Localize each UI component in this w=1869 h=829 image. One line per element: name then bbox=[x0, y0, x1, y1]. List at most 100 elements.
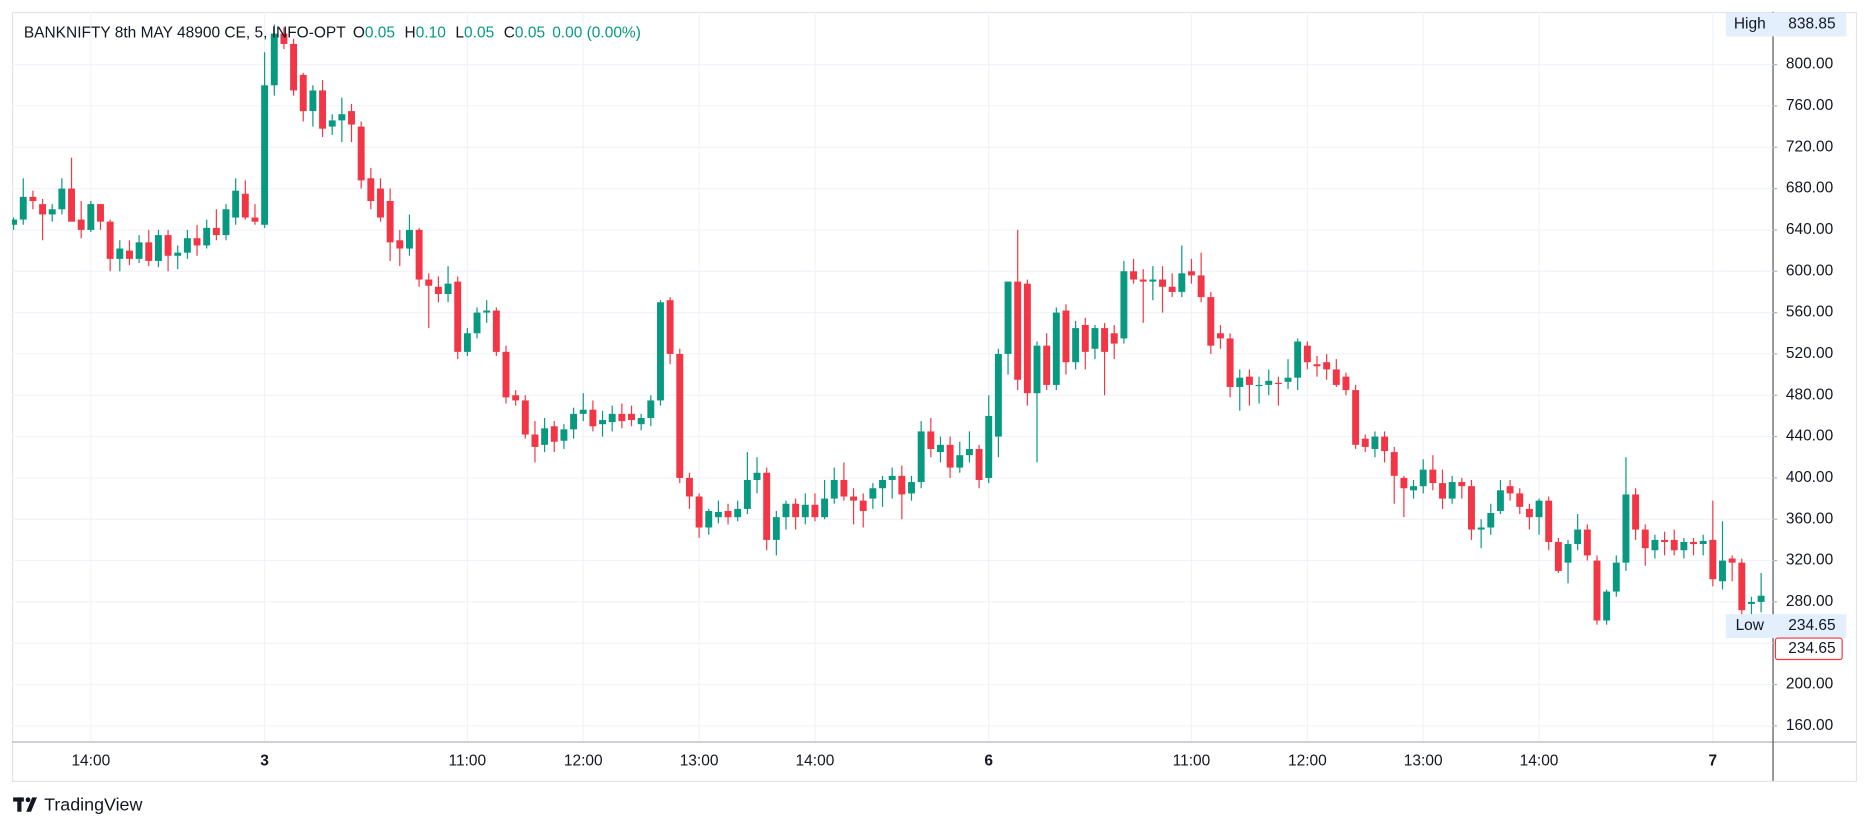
candle-body bbox=[11, 219, 18, 225]
candle-body bbox=[241, 193, 249, 218]
logo-part bbox=[26, 797, 37, 812]
candle-body bbox=[1554, 541, 1562, 571]
candle-body bbox=[251, 217, 259, 222]
candle-body bbox=[763, 472, 771, 540]
candle-body bbox=[1139, 279, 1147, 282]
candle-body bbox=[1400, 477, 1408, 489]
candle-body bbox=[859, 500, 867, 511]
legend-key: L bbox=[455, 24, 464, 41]
candle-body bbox=[1429, 469, 1437, 484]
candle-body bbox=[879, 479, 886, 489]
candle-body bbox=[1487, 513, 1495, 528]
candle-body bbox=[396, 240, 404, 249]
candle-body bbox=[1506, 486, 1514, 494]
candle-body bbox=[1661, 539, 1669, 542]
candle-body bbox=[985, 415, 993, 478]
candle-body bbox=[917, 431, 925, 483]
candle-body bbox=[1583, 529, 1591, 556]
candle-body bbox=[483, 310, 491, 313]
candle-body bbox=[68, 188, 75, 222]
candle-body bbox=[1284, 377, 1292, 382]
candle-body bbox=[685, 477, 693, 497]
candle-body bbox=[58, 188, 66, 210]
candle-body bbox=[270, 33, 278, 86]
candle-body bbox=[1371, 436, 1379, 449]
y-tick-label: 680.00 bbox=[1786, 180, 1833, 197]
candle-body bbox=[1525, 508, 1533, 518]
candle-body bbox=[512, 395, 520, 401]
candle-body bbox=[299, 74, 307, 112]
candle-body bbox=[164, 235, 172, 256]
candle-body bbox=[647, 400, 655, 418]
candle-body bbox=[724, 510, 732, 518]
candle-body bbox=[908, 482, 915, 494]
candle-body bbox=[1197, 275, 1205, 298]
last-price-label: 234.65 bbox=[1788, 640, 1835, 657]
candle-body bbox=[357, 126, 365, 181]
legend: BANKNIFTY 8th MAY 48900 CE, 5, INFO-OPT O… bbox=[24, 24, 641, 41]
x-tick-label: 3 bbox=[260, 753, 269, 770]
candle-body bbox=[734, 508, 742, 518]
legend-value: 0.05 bbox=[365, 24, 395, 41]
candle-body bbox=[1738, 562, 1746, 611]
candle-body bbox=[290, 43, 298, 91]
legend-title: BANKNIFTY 8th MAY 48900 CE, 5, INFO-OPT bbox=[24, 24, 346, 41]
candle-body bbox=[1603, 591, 1611, 621]
candle-body bbox=[637, 417, 645, 425]
logo-part bbox=[25, 797, 31, 803]
x-tick-label: 14:00 bbox=[1520, 753, 1559, 770]
candle-body bbox=[695, 496, 703, 528]
candle-body bbox=[1448, 482, 1456, 499]
candle-body bbox=[1130, 271, 1138, 280]
candle-body bbox=[116, 248, 124, 259]
legend-key: C bbox=[504, 24, 515, 41]
axes: 160.00200.00240.00280.00320.00360.00400.… bbox=[71, 12, 1847, 770]
candle-body bbox=[1274, 382, 1282, 385]
candle-body bbox=[1091, 328, 1099, 349]
candle-body bbox=[657, 302, 664, 401]
candle-body bbox=[830, 479, 838, 499]
candle-body bbox=[106, 221, 114, 259]
x-tick-label: 14:00 bbox=[71, 753, 110, 770]
y-tick-label: 800.00 bbox=[1786, 56, 1833, 73]
candle-body bbox=[714, 512, 722, 518]
candle-body bbox=[994, 353, 1002, 437]
legend-key: O bbox=[353, 24, 365, 41]
candle-body bbox=[319, 90, 327, 129]
candle-body bbox=[550, 426, 558, 442]
candle-body bbox=[811, 504, 819, 518]
candle-body bbox=[1033, 345, 1041, 394]
candle-body bbox=[1632, 494, 1640, 530]
candle-body bbox=[1381, 436, 1389, 452]
candle-body bbox=[1168, 286, 1176, 292]
candle-body bbox=[328, 120, 336, 127]
candle-body bbox=[232, 190, 240, 218]
marker-value-bg bbox=[1774, 614, 1847, 639]
candle-body bbox=[1101, 328, 1109, 352]
candle-body bbox=[801, 504, 809, 518]
candle-body bbox=[1207, 297, 1215, 346]
candle-body bbox=[743, 479, 751, 509]
y-tick-label: 200.00 bbox=[1786, 676, 1833, 693]
candle-body bbox=[888, 475, 896, 480]
candle-body bbox=[1680, 541, 1688, 551]
candle-body bbox=[1699, 540, 1707, 545]
x-tick-label: 6 bbox=[984, 753, 993, 770]
candle-body bbox=[145, 242, 153, 261]
candle-body bbox=[87, 204, 95, 230]
candle-body bbox=[937, 444, 944, 453]
candle-body bbox=[154, 235, 162, 261]
logo-part bbox=[17, 797, 22, 812]
candle-body bbox=[1043, 345, 1051, 385]
candle-body bbox=[1216, 333, 1224, 339]
x-tick-label: 11:00 bbox=[1173, 753, 1211, 770]
candle-body bbox=[386, 201, 394, 243]
candle-body bbox=[1159, 279, 1166, 287]
candle-body bbox=[174, 252, 182, 256]
candle-body bbox=[628, 413, 635, 421]
candle-body bbox=[492, 310, 500, 352]
candle-body bbox=[956, 455, 964, 468]
candle-body bbox=[280, 33, 288, 44]
